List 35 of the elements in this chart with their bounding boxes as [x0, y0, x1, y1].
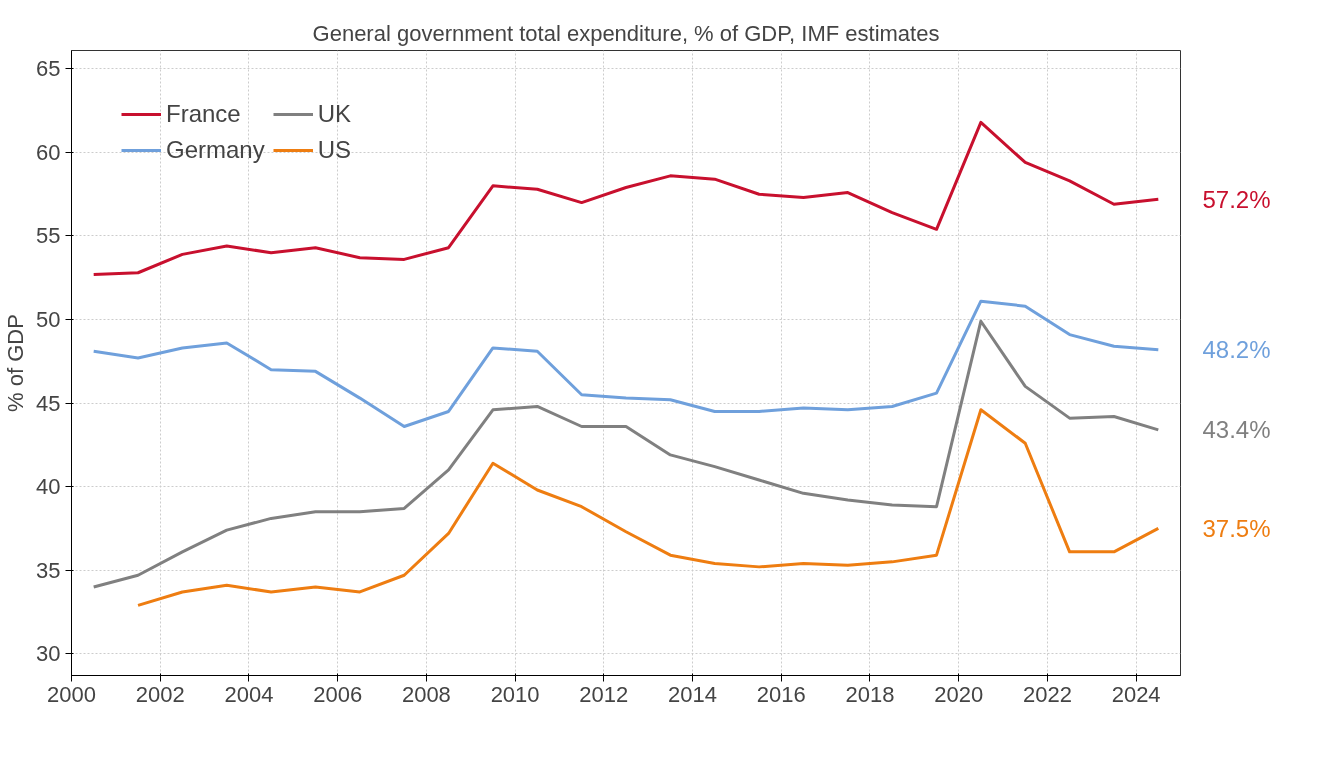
line-series: [92, 319, 1160, 589]
y-tick-label: 50: [36, 307, 61, 333]
x-tick-label: 2008: [401, 681, 451, 707]
legend-label: Germany: [166, 136, 265, 164]
y-axis-title: % of GDP: [3, 314, 29, 412]
x-tick-label: 2022: [1022, 681, 1072, 707]
y-tick-label: 40: [36, 474, 61, 500]
x-tick-label: 2018: [845, 681, 895, 707]
line-series: [92, 299, 1160, 428]
x-tick-label: 2016: [756, 681, 806, 707]
x-tick-label: 2010: [490, 681, 540, 707]
y-tick-label: 55: [36, 223, 61, 249]
x-tick-label: 2020: [934, 681, 984, 707]
x-tick-label: 2006: [313, 681, 363, 707]
x-tick-label: 2012: [579, 681, 629, 707]
y-tick-label: 65: [36, 56, 61, 82]
legend-label: US: [317, 136, 352, 164]
line-series: [92, 120, 1160, 276]
y-tick-label: 30: [36, 641, 61, 667]
chart-title: General government total expenditure, % of GDP, IMF estimates: [312, 20, 940, 46]
legend-label: France: [166, 100, 241, 128]
x-tick-label: 2002: [135, 681, 185, 707]
y-tick-label: 35: [36, 557, 61, 583]
data-label: 43.4%: [1202, 416, 1271, 444]
y-tick-label: 60: [36, 139, 61, 165]
data-label: 48.2%: [1202, 336, 1271, 364]
x-tick-label: 2004: [224, 681, 274, 707]
data-label: 57.2%: [1202, 185, 1271, 213]
legend-label: UK: [317, 100, 352, 128]
x-tick-label: 2014: [668, 681, 718, 707]
x-tick-label: 2000: [47, 681, 96, 707]
data-label: 37.5%: [1202, 514, 1271, 542]
y-tick-label: 45: [36, 390, 61, 416]
line-series: [136, 408, 1160, 607]
x-tick-label: 2024: [1111, 681, 1161, 707]
